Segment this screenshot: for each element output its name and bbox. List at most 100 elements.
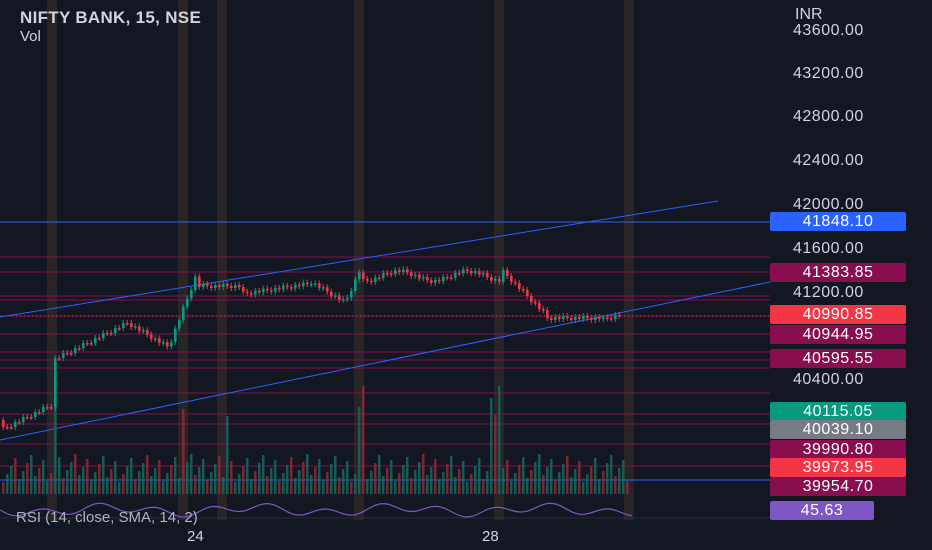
rsi-indicator-label[interactable]: RSI (14, close, SMA, 14, 2) xyxy=(16,509,198,526)
candle-body xyxy=(134,326,137,328)
candle-body xyxy=(150,334,153,339)
volume-bar xyxy=(390,460,393,494)
candle-body xyxy=(434,279,437,283)
volume-bar xyxy=(338,477,341,494)
volume-bar xyxy=(382,476,385,494)
volume-bar xyxy=(502,468,505,494)
candle-body xyxy=(110,333,113,335)
price-tick: 41600.00 xyxy=(793,240,864,257)
price-label-39990[interactable]: 39990.80 xyxy=(770,440,906,459)
candle-body xyxy=(562,316,565,319)
candle-body xyxy=(506,270,509,276)
volume-bar xyxy=(610,455,613,494)
volume-bar xyxy=(182,409,185,494)
candle-body xyxy=(30,417,33,419)
volume-bar xyxy=(318,459,321,494)
candle-body xyxy=(446,277,449,279)
volume-indicator-label[interactable]: Vol xyxy=(20,28,41,45)
volume-bar xyxy=(494,415,497,494)
volume-bar xyxy=(110,469,113,494)
volume-bar xyxy=(102,456,105,494)
volume-bar xyxy=(210,472,213,494)
candle-body xyxy=(614,314,617,319)
symbol-title[interactable]: NIFTY BANK, 15, NSE xyxy=(20,8,202,27)
candle-body xyxy=(198,276,201,287)
volume-bar xyxy=(522,457,525,494)
price-label-41383[interactable]: 41383.85 xyxy=(770,263,906,282)
volume-bar xyxy=(366,479,369,494)
candle-body xyxy=(290,287,293,289)
volume-bar xyxy=(282,473,285,494)
volume-bar xyxy=(314,467,317,494)
volume-bar xyxy=(294,478,297,494)
volume-bar xyxy=(402,465,405,494)
candle-body xyxy=(542,309,545,311)
rsi-line xyxy=(0,502,633,518)
volume-bar xyxy=(46,481,49,494)
candle-body xyxy=(158,338,161,343)
volume-bar xyxy=(170,465,173,494)
volume-bar xyxy=(54,386,57,494)
candle-body xyxy=(322,287,325,289)
volume-bar xyxy=(626,481,629,494)
candle-body xyxy=(174,328,177,342)
volume-bar xyxy=(374,463,377,494)
candle-body xyxy=(266,288,269,291)
price-label-last[interactable]: 40990.85 xyxy=(770,305,906,324)
candle-body xyxy=(358,272,361,280)
price-label-40595[interactable]: 40595.55 xyxy=(770,349,906,368)
session-band xyxy=(178,0,188,520)
candle-body xyxy=(222,284,225,287)
volume-bar xyxy=(614,476,617,494)
price-label-40115[interactable]: 40115.05 xyxy=(770,402,906,421)
candle-body xyxy=(578,317,581,319)
volume-bar xyxy=(250,479,253,494)
currency-label: INR xyxy=(795,6,823,23)
candle-body xyxy=(202,284,205,287)
volume-bar xyxy=(66,470,69,494)
candle-body xyxy=(90,343,93,345)
candle-body xyxy=(162,342,165,344)
volume-bar xyxy=(518,465,521,494)
price-label-39954[interactable]: 39954.70 xyxy=(770,477,906,496)
volume-bar xyxy=(378,455,381,494)
volume-bar xyxy=(262,455,265,494)
candle-body xyxy=(294,284,297,289)
volume-bar xyxy=(410,478,413,494)
candle-body xyxy=(470,271,473,274)
volume-bar xyxy=(578,461,581,494)
price-label-41848[interactable]: 41848.10 xyxy=(770,212,906,231)
session-band xyxy=(217,0,227,520)
candle-body xyxy=(2,420,5,427)
candle-body xyxy=(510,276,513,282)
volume-bar xyxy=(458,469,461,494)
volume-bar xyxy=(86,459,89,494)
candle-body xyxy=(438,279,441,282)
volume-bar xyxy=(430,467,433,494)
price-label-40944[interactable]: 40944.95 xyxy=(770,325,906,344)
volume-bar xyxy=(306,454,309,494)
candle-body xyxy=(62,353,65,358)
candle-body xyxy=(338,295,341,300)
volume-bar xyxy=(222,477,225,494)
candle-body xyxy=(490,276,493,281)
price-label-39973[interactable]: 39973.95 xyxy=(770,458,906,477)
volume-bar xyxy=(74,454,77,494)
candle-body xyxy=(330,291,333,296)
volume-bar xyxy=(414,470,417,494)
volume-bar xyxy=(106,477,109,494)
volume-bar xyxy=(478,458,481,494)
price-label-40039[interactable]: 40039.10 xyxy=(770,420,906,439)
candle-body xyxy=(226,284,229,286)
volume-bar xyxy=(90,480,93,494)
candle-body xyxy=(466,269,469,272)
candle-body xyxy=(398,270,401,273)
candle-body xyxy=(530,296,533,302)
candle-body xyxy=(214,285,217,288)
volume-bar xyxy=(50,473,53,494)
price-tick: 43600.00 xyxy=(793,22,864,39)
candle-body xyxy=(54,358,57,407)
candle-body xyxy=(126,323,129,325)
